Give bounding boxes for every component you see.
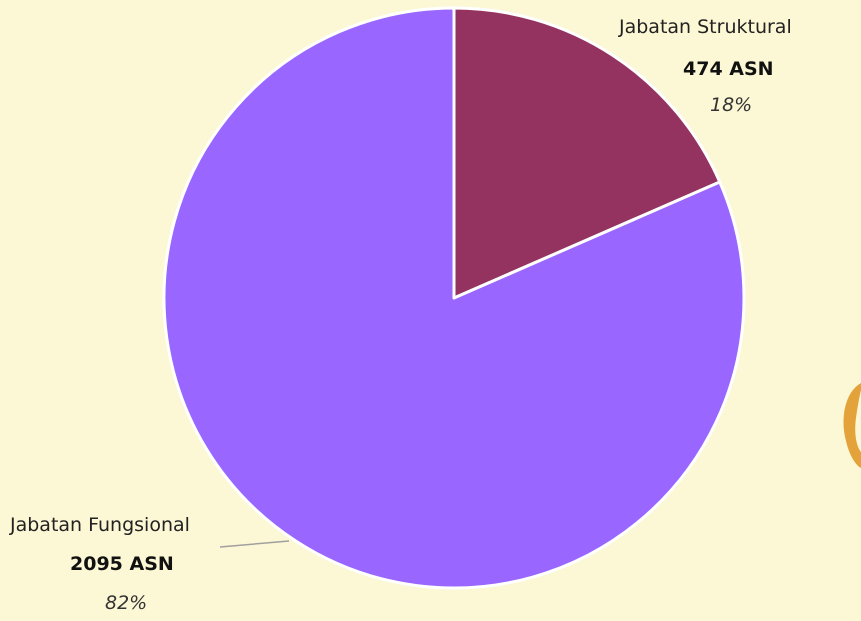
pie-slice-jabatan-fungsional xyxy=(162,6,746,590)
partial-orange-ring-icon xyxy=(843,383,861,468)
pie-slice-jabatan-struktural xyxy=(452,6,722,300)
slice-label-name-fungsional: Jabatan Fungsional xyxy=(10,514,190,536)
slice-label-value-fungsional: 2095 ASN xyxy=(70,553,174,575)
leader-line-fungsional xyxy=(219,540,290,548)
slice-label-percent-struktural: 18% xyxy=(710,94,753,116)
slice-label-value-struktural: 474 ASN xyxy=(683,58,774,80)
slice-label-name-struktural: Jabatan Struktural xyxy=(619,16,792,38)
slice-label-percent-fungsional: 82% xyxy=(105,592,148,614)
